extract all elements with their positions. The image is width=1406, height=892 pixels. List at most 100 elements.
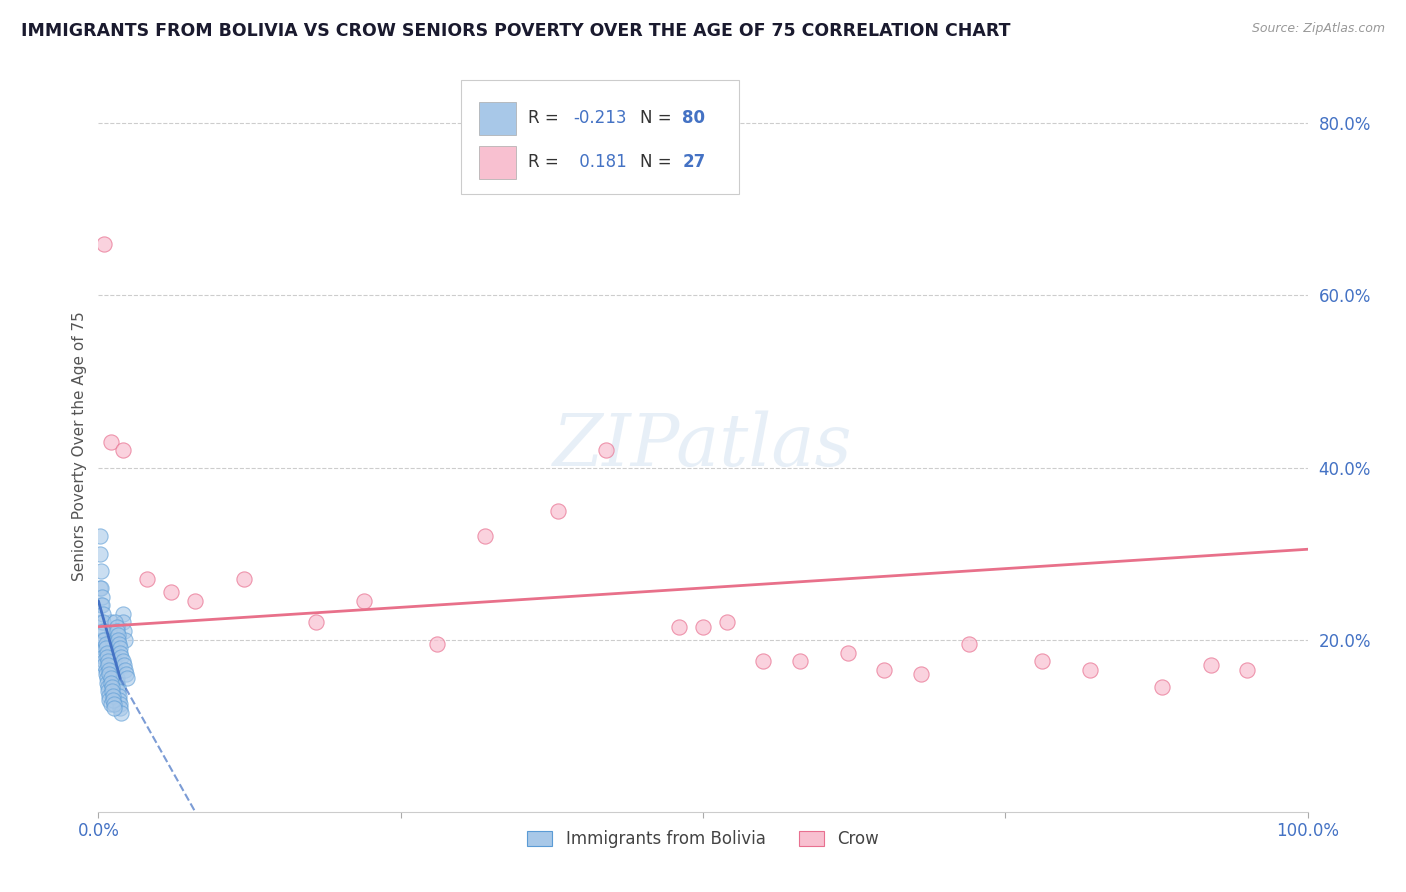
Point <box>668 620 690 634</box>
Point <box>100 624 122 638</box>
Point <box>100 434 122 449</box>
Point <box>100 675 122 690</box>
FancyBboxPatch shape <box>479 146 516 179</box>
Point <box>97 680 120 694</box>
Point <box>752 654 775 668</box>
Point <box>100 615 122 630</box>
Point <box>353 594 375 608</box>
Text: 80: 80 <box>682 110 706 128</box>
Point <box>89 581 111 595</box>
Point <box>474 529 496 543</box>
Point <box>117 671 139 685</box>
Point <box>1236 663 1258 677</box>
Point <box>98 663 121 677</box>
Point <box>107 632 129 647</box>
Point <box>110 649 132 664</box>
Point <box>110 706 132 720</box>
Point <box>108 641 131 656</box>
Point <box>104 615 127 630</box>
FancyBboxPatch shape <box>461 80 740 194</box>
Point <box>91 632 114 647</box>
Point <box>160 585 183 599</box>
Point <box>100 684 122 698</box>
Point <box>426 637 449 651</box>
Point <box>108 689 131 703</box>
Point <box>547 503 569 517</box>
Point <box>90 615 112 630</box>
Point <box>107 628 129 642</box>
Point <box>789 654 811 668</box>
Point <box>98 693 121 707</box>
Y-axis label: Seniors Poverty Over the Age of 75: Seniors Poverty Over the Age of 75 <box>72 311 87 581</box>
Point <box>112 624 135 638</box>
Point <box>873 663 896 677</box>
Point <box>103 701 125 715</box>
Text: R =: R = <box>527 110 564 128</box>
Point <box>1199 658 1222 673</box>
Point <box>108 693 131 707</box>
Point <box>100 632 122 647</box>
Text: IMMIGRANTS FROM BOLIVIA VS CROW SENIORS POVERTY OVER THE AGE OF 75 CORRELATION C: IMMIGRANTS FROM BOLIVIA VS CROW SENIORS … <box>21 22 1011 40</box>
Point <box>232 573 254 587</box>
Point <box>135 573 157 587</box>
Point <box>93 624 115 638</box>
Point <box>103 654 125 668</box>
Point <box>91 641 114 656</box>
Point <box>108 637 131 651</box>
Point <box>93 236 115 251</box>
Point <box>91 649 114 664</box>
Point <box>108 697 131 711</box>
Point <box>89 529 111 543</box>
Point <box>100 697 122 711</box>
Point <box>108 646 131 660</box>
Point <box>94 641 117 656</box>
Text: 27: 27 <box>682 153 706 171</box>
Point <box>103 658 125 673</box>
Point <box>716 615 738 630</box>
Point <box>97 654 120 668</box>
Point <box>93 658 115 673</box>
Point <box>91 598 114 612</box>
Point <box>111 443 134 458</box>
Point <box>90 598 112 612</box>
Point <box>97 658 120 673</box>
Point <box>1152 680 1174 694</box>
Point <box>108 701 131 715</box>
Point <box>1078 663 1101 677</box>
Point <box>595 443 617 458</box>
Point <box>184 594 207 608</box>
Point <box>957 637 980 651</box>
Point <box>90 581 112 595</box>
Text: R =: R = <box>527 153 569 171</box>
Point <box>91 624 114 638</box>
Point <box>111 607 134 621</box>
Point <box>115 667 138 681</box>
Legend: Immigrants from Bolivia, Crow: Immigrants from Bolivia, Crow <box>520 823 886 855</box>
Point <box>98 667 121 681</box>
Point <box>93 654 115 668</box>
Point <box>94 667 117 681</box>
Point <box>112 658 135 673</box>
Point <box>1031 654 1053 668</box>
Point <box>910 667 932 681</box>
Text: ZIPatlas: ZIPatlas <box>553 410 853 482</box>
Point <box>305 615 328 630</box>
Point <box>100 680 122 694</box>
Text: N =: N = <box>640 110 678 128</box>
Point <box>96 671 118 685</box>
Text: 0.181: 0.181 <box>574 153 626 171</box>
Point <box>103 697 125 711</box>
Point <box>105 620 128 634</box>
Point <box>91 607 114 621</box>
Point <box>692 620 714 634</box>
Point <box>93 632 115 647</box>
Point <box>101 641 124 656</box>
FancyBboxPatch shape <box>479 103 516 136</box>
Point <box>105 675 128 690</box>
Point <box>111 615 134 630</box>
Point <box>97 684 120 698</box>
Point <box>101 689 124 703</box>
Point <box>91 615 114 630</box>
Point <box>90 564 112 578</box>
Point <box>111 654 134 668</box>
